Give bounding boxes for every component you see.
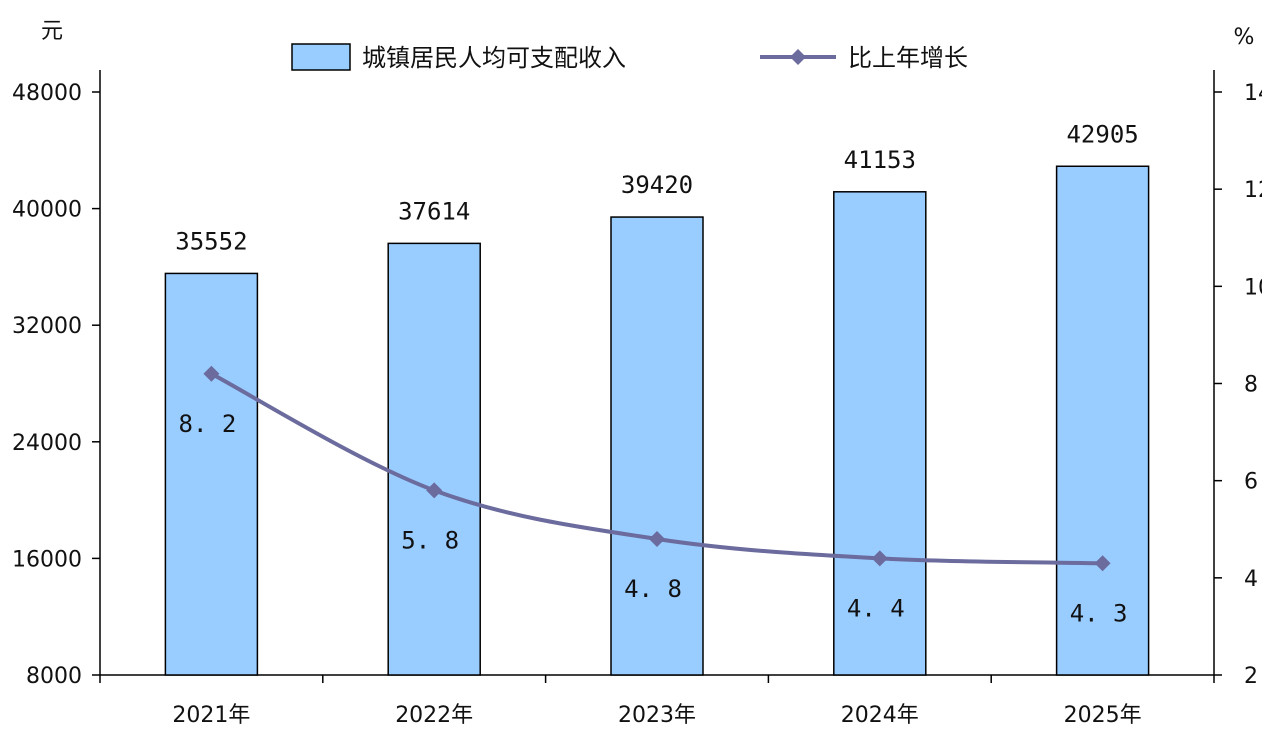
income-bar <box>833 191 927 676</box>
right-axis-tick-label: 4 <box>1244 567 1258 592</box>
growth-marker <box>649 530 665 547</box>
right-axis-tick-label: 2 <box>1244 664 1258 689</box>
x-axis-category-label: 2024年 <box>841 703 919 728</box>
growth-marker <box>426 482 443 499</box>
x-axis-category-label: 2023年 <box>618 703 696 728</box>
income-value-label: 39420 <box>621 171 693 199</box>
growth-value-label: 8. 2 <box>179 410 237 438</box>
axes: 8000 16000 24000 32000 40000 48000 2 4 6 8 10 12 14 <box>12 70 1262 689</box>
bars <box>164 165 1150 676</box>
income-bar <box>610 216 704 676</box>
growth-value-label: 4. 8 <box>624 575 682 603</box>
growth-marker <box>871 550 888 567</box>
bar-labels: 35552 37614 39420 41153 42905 <box>175 120 1138 255</box>
x-axis-category-label: 2021年 <box>172 703 250 728</box>
legend-line-marker <box>790 49 806 65</box>
income-bar <box>1055 165 1150 676</box>
left-axis-unit: 元 <box>41 19 63 44</box>
x-axis-category-label: 2022年 <box>395 703 473 728</box>
growth-value-label: 4. 3 <box>1070 599 1128 627</box>
income-bar <box>387 242 481 676</box>
right-axis-tick-label: 12 <box>1244 178 1262 203</box>
right-axis-tick-label: 10 <box>1244 275 1262 300</box>
x-axis-category-label: 2025年 <box>1064 703 1142 728</box>
left-axis-tick-label: 24000 <box>12 431 82 456</box>
legend-line-label: 比上年增长 <box>848 44 968 72</box>
right-axis-unit: % <box>1234 25 1255 50</box>
growth-value-label: 5. 8 <box>401 526 459 554</box>
growth-marker <box>1094 555 1111 572</box>
right-axis-tick-label: 14 <box>1244 81 1262 106</box>
income-value-label: 41153 <box>844 146 916 174</box>
left-axis-tick-label: 32000 <box>12 314 82 339</box>
legend-bar-label: 城镇居民人均可支配收入 <box>362 44 626 72</box>
line-labels: 8. 2 5. 8 4. 8 4. 4 4. 3 <box>179 410 1128 627</box>
left-axis-tick-label: 40000 <box>12 198 82 223</box>
right-axis-tick-label: 6 <box>1244 470 1258 495</box>
left-axis-tick-label: 16000 <box>12 547 82 572</box>
x-axis-labels: 2021年 2022年 2023年 2024年 2025年 <box>172 703 1141 728</box>
income-value-label: 42905 <box>1066 120 1138 148</box>
legend: 城镇居民人均可支配收入 比上年增长 <box>291 43 968 72</box>
legend-bar-swatch <box>291 43 351 71</box>
growth-line-layer <box>203 365 1111 572</box>
income-value-label: 37614 <box>398 197 470 225</box>
income-bar <box>164 272 259 676</box>
left-axis-tick-label: 8000 <box>26 664 82 689</box>
growth-marker <box>203 365 220 382</box>
left-axis-tick-label: 48000 <box>12 81 82 106</box>
right-axis-tick-label: 8 <box>1244 373 1258 398</box>
growth-value-label: 4. 4 <box>847 594 905 622</box>
income-value-label: 35552 <box>175 227 247 255</box>
